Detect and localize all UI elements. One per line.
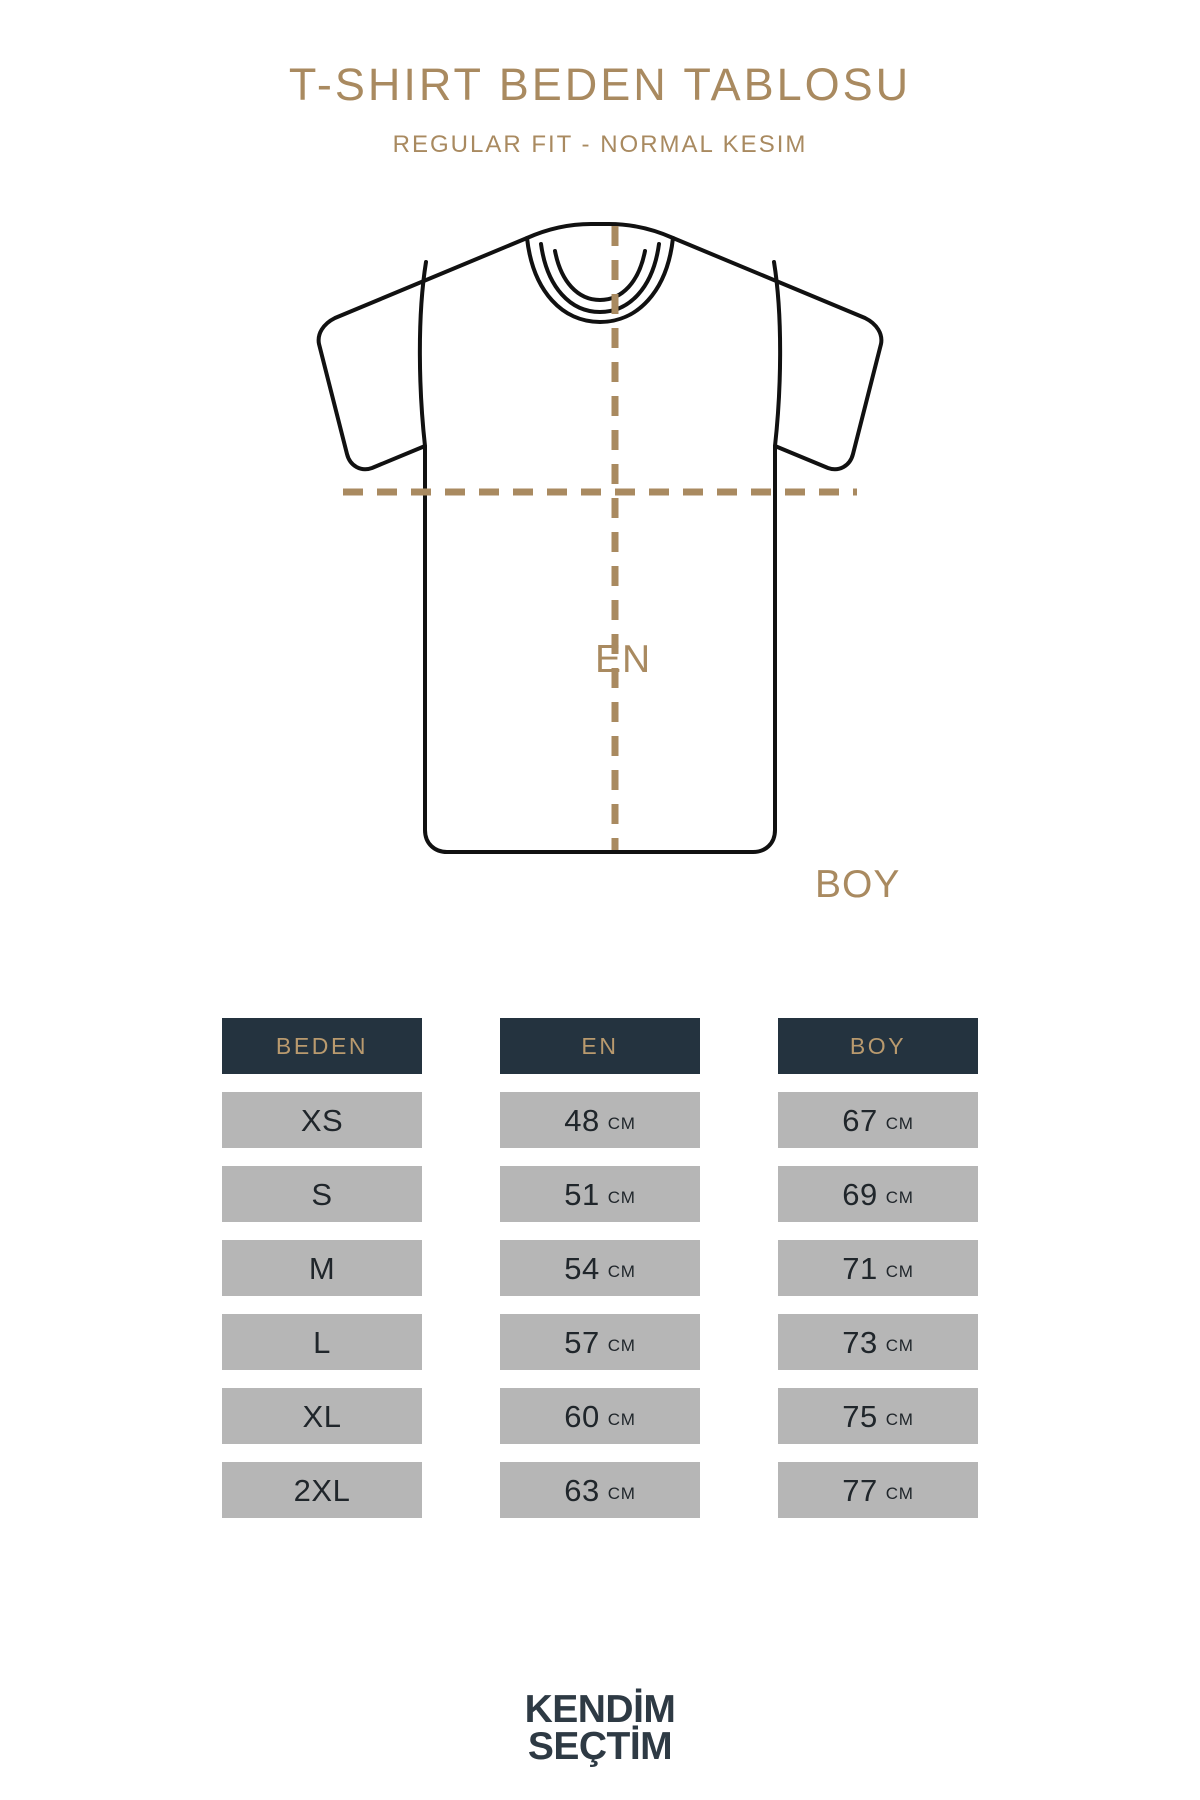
- value-boy: 73: [842, 1324, 878, 1360]
- value-en: 48: [564, 1102, 600, 1138]
- cell-en: 63 CM: [500, 1462, 700, 1518]
- unit-label: CM: [607, 1409, 636, 1429]
- tshirt-illustration: EN BOY: [195, 200, 1005, 904]
- cell-boy: 77 CM: [778, 1462, 978, 1518]
- header: T-SHIRT BEDEN TABLOSU REGULAR FIT - NORM…: [0, 62, 1200, 157]
- length-label: BOY: [815, 863, 901, 906]
- unit-label: CM: [885, 1187, 914, 1207]
- page-subtitle: REGULAR FIT - NORMAL KESIM: [392, 131, 808, 158]
- value-boy: 67: [842, 1102, 878, 1138]
- cell-boy: 75 CM: [778, 1388, 978, 1444]
- unit-label: CM: [885, 1261, 914, 1281]
- logo-line-2: SEÇTİM: [527, 1724, 673, 1768]
- unit-label: CM: [607, 1483, 636, 1503]
- table-row: 2XL 63 CM 77 CM: [0, 1462, 1200, 1518]
- sleeve-seam-right-icon: [772, 260, 783, 448]
- value-boy: 69: [842, 1176, 878, 1212]
- cell-boy: 67 CM: [778, 1092, 978, 1148]
- size-table: BEDEN EN BOY XS 48 CM 67 CM S 51 CM 69 C…: [0, 1018, 1200, 1518]
- collar-mid-icon: [539, 242, 661, 315]
- logo-line-1: KENDİM: [524, 1688, 676, 1731]
- table-row: XS 48 CM 67 CM: [0, 1092, 1200, 1148]
- table-row: XL 60 CM 75 CM: [0, 1388, 1200, 1444]
- value-en: 51: [564, 1176, 600, 1212]
- column-header-boy: BOY: [778, 1018, 978, 1074]
- cell-beden: XL: [222, 1388, 422, 1444]
- unit-label: CM: [885, 1483, 914, 1503]
- value-boy: 75: [842, 1398, 878, 1434]
- cell-beden: L: [222, 1314, 422, 1370]
- unit-label: CM: [607, 1113, 636, 1133]
- table-row: M 54 CM 71 CM: [0, 1240, 1200, 1296]
- value-en: 54: [564, 1250, 600, 1286]
- width-label: EN: [595, 638, 652, 681]
- column-header-beden: BEDEN: [222, 1018, 422, 1074]
- table-row: L 57 CM 73 CM: [0, 1314, 1200, 1370]
- collar-inner-icon: [553, 249, 647, 303]
- tshirt-outline-icon: [316, 222, 884, 854]
- value-en: 57: [564, 1324, 600, 1360]
- cell-en: 60 CM: [500, 1388, 700, 1444]
- unit-label: CM: [885, 1113, 914, 1133]
- unit-label: CM: [607, 1261, 636, 1281]
- unit-label: CM: [885, 1335, 914, 1355]
- column-header-en: EN: [500, 1018, 700, 1074]
- brand-logo: KENDİM SEÇTİM: [0, 1688, 1200, 1768]
- cell-beden: 2XL: [222, 1462, 422, 1518]
- cell-beden: XS: [222, 1092, 422, 1148]
- cell-en: 48 CM: [500, 1092, 700, 1148]
- table-row: S 51 CM 69 CM: [0, 1166, 1200, 1222]
- table-header-row: BEDEN EN BOY: [0, 1018, 1200, 1074]
- cell-en: 54 CM: [500, 1240, 700, 1296]
- cell-beden: M: [222, 1240, 422, 1296]
- value-en: 60: [564, 1398, 600, 1434]
- cell-en: 51 CM: [500, 1166, 700, 1222]
- value-boy: 77: [842, 1472, 878, 1508]
- unit-label: CM: [607, 1187, 636, 1207]
- sleeve-seam-left-icon: [417, 260, 428, 448]
- cell-boy: 73 CM: [778, 1314, 978, 1370]
- cell-en: 57 CM: [500, 1314, 700, 1370]
- value-boy: 71: [842, 1250, 878, 1286]
- cell-boy: 69 CM: [778, 1166, 978, 1222]
- unit-label: CM: [607, 1335, 636, 1355]
- collar-outer-icon: [525, 236, 675, 325]
- cell-beden: S: [222, 1166, 422, 1222]
- unit-label: CM: [885, 1409, 914, 1429]
- value-en: 63: [564, 1472, 600, 1508]
- cell-boy: 71 CM: [778, 1240, 978, 1296]
- page-title: T-SHIRT BEDEN TABLOSU: [288, 59, 912, 110]
